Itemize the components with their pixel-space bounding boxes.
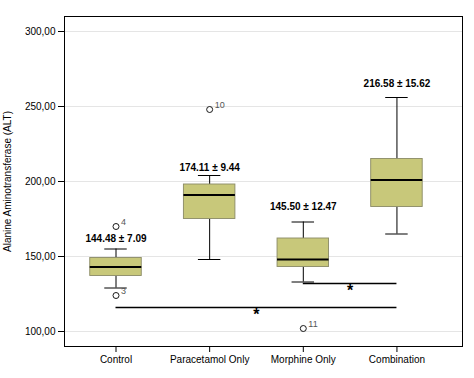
svg-text:10: 10 (215, 100, 225, 110)
svg-text:150,00: 150,00 (25, 251, 56, 262)
svg-text:145.50 ± 12.47: 145.50 ± 12.47 (270, 201, 337, 212)
svg-text:Paracetamol Only: Paracetamol Only (170, 354, 249, 365)
svg-text:Alanine Aminotransferase (ALT): Alanine Aminotransferase (ALT) (2, 111, 13, 252)
svg-text:Morphine Only: Morphine Only (271, 354, 336, 365)
svg-text:216.58 ± 15.62: 216.58 ± 15.62 (364, 78, 431, 89)
svg-text:250,00: 250,00 (25, 101, 56, 112)
svg-text:11: 11 (308, 319, 317, 329)
svg-text:3: 3 (121, 286, 126, 296)
svg-text:174.11 ± 9.44: 174.11 ± 9.44 (179, 162, 240, 173)
svg-text:Combination: Combination (369, 354, 425, 365)
svg-text:144.48 ± 7.09: 144.48 ± 7.09 (85, 233, 147, 244)
svg-text:*: * (347, 282, 354, 299)
svg-text:300,00: 300,00 (25, 26, 56, 37)
svg-text:100,00: 100,00 (25, 326, 56, 337)
svg-text:Control: Control (100, 354, 132, 365)
svg-text:200,00: 200,00 (25, 176, 56, 187)
svg-text:*: * (253, 306, 260, 323)
svg-text:4: 4 (121, 217, 126, 227)
